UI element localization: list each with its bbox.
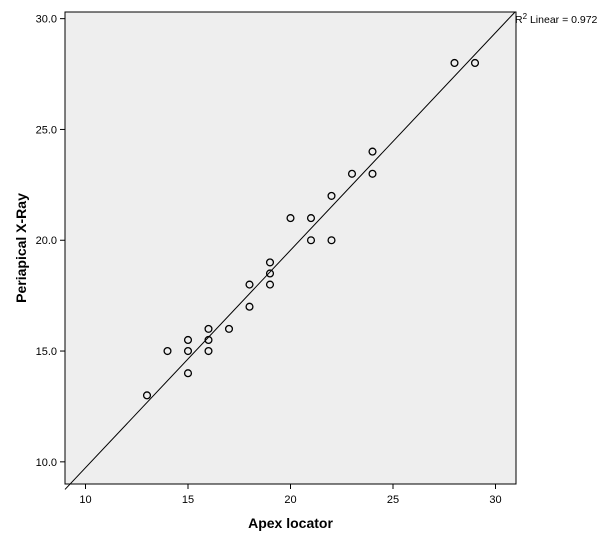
x-tick-label: 25 bbox=[387, 494, 399, 506]
data-point bbox=[204, 324, 213, 333]
data-point bbox=[368, 169, 377, 178]
data-points bbox=[142, 58, 480, 400]
y-tick-label: 10.0 bbox=[36, 457, 57, 469]
r2-annotation: R2 Linear = 0.972 bbox=[515, 12, 598, 26]
data-point bbox=[224, 324, 234, 333]
x-tick-label: 10 bbox=[79, 494, 91, 506]
data-point bbox=[470, 58, 480, 68]
data-point bbox=[204, 346, 213, 356]
data-point bbox=[306, 236, 316, 245]
y-axis-title: Periapical X-Ray bbox=[13, 193, 29, 303]
data-point bbox=[347, 169, 357, 178]
data-point bbox=[183, 335, 193, 345]
y-tick-label: 30.0 bbox=[36, 14, 57, 26]
data-point bbox=[327, 191, 336, 200]
y-tick-label: 15.0 bbox=[36, 346, 57, 358]
y-axis: 10.0 15.0 20.0 25.0 30.0 bbox=[36, 14, 65, 469]
data-point bbox=[265, 258, 275, 267]
r2-label: R bbox=[515, 14, 523, 26]
r2-superscript: 2 bbox=[523, 12, 528, 21]
data-point bbox=[183, 346, 193, 356]
fit-line bbox=[64, 11, 516, 490]
data-point bbox=[265, 269, 275, 278]
data-point bbox=[142, 391, 152, 400]
data-point bbox=[245, 280, 254, 289]
x-axis-title: Apex locator bbox=[248, 515, 333, 531]
data-point bbox=[183, 369, 193, 378]
data-point bbox=[286, 214, 295, 223]
x-axis: 10 15 20 25 30 bbox=[79, 484, 502, 506]
data-point bbox=[368, 147, 377, 156]
data-point bbox=[450, 58, 459, 68]
data-point bbox=[306, 214, 316, 223]
data-point bbox=[245, 302, 254, 311]
data-point bbox=[204, 335, 213, 345]
x-tick-label: 15 bbox=[182, 494, 194, 506]
y-tick-label: 20.0 bbox=[36, 235, 57, 247]
x-tick-label: 30 bbox=[489, 494, 501, 506]
data-point bbox=[265, 280, 275, 289]
x-tick-label: 20 bbox=[284, 494, 296, 506]
r2-value: Linear = 0.972 bbox=[527, 14, 598, 26]
y-tick-label: 25.0 bbox=[36, 124, 57, 136]
data-point bbox=[327, 236, 336, 245]
data-point bbox=[163, 346, 172, 356]
